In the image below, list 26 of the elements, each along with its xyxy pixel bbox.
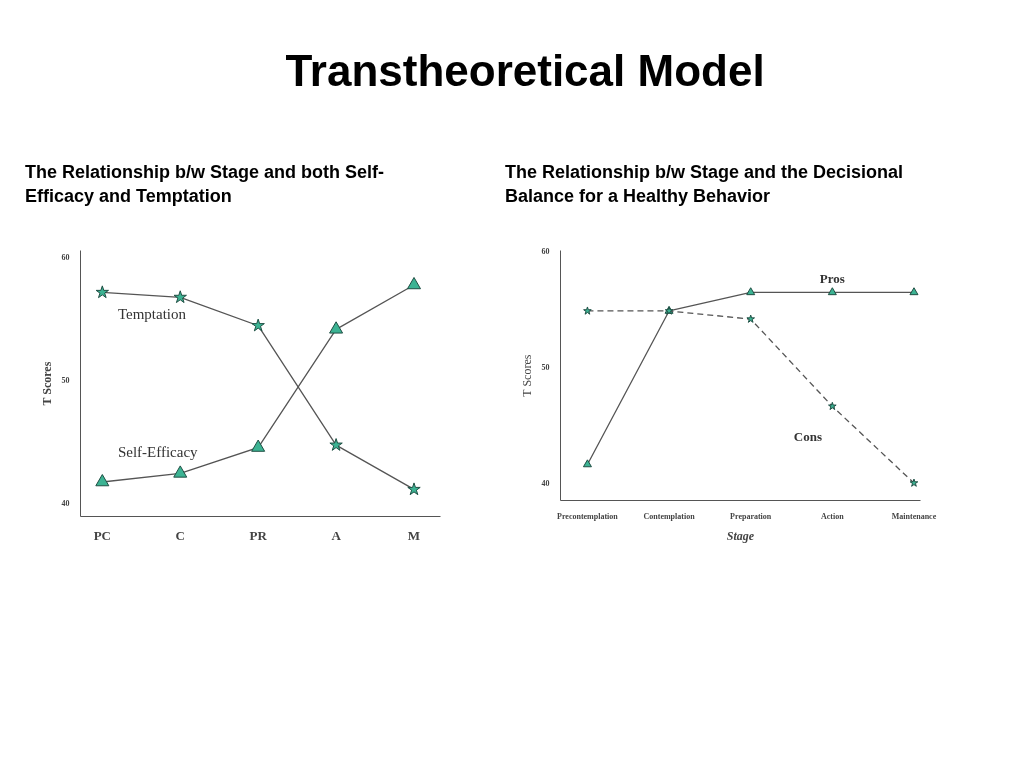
x-tick-label: M: [407, 527, 421, 543]
x-tick-label: Preparation: [730, 511, 772, 521]
chart-subtitle: The Relationship b/w Stage and both Self-Efficacy and Temptation: [25, 161, 385, 209]
x-tick-label: PC: [93, 527, 111, 543]
series-label: Cons: [793, 428, 822, 444]
y-tick-label: 50: [541, 362, 550, 372]
y-tick-label: 40: [541, 479, 550, 489]
y-tick-label: 60: [541, 246, 550, 256]
y-axis-title: T Scores: [39, 361, 54, 406]
chart-subtitle: The Relationship b/w Stage and the Decisional Balance for a Healthy Behavior: [505, 161, 905, 209]
y-axis-title: T Scores: [519, 354, 534, 397]
y-tick-label: 50: [61, 375, 70, 385]
series-label: Temptation: [117, 306, 187, 323]
x-tick-label: PR: [249, 527, 268, 543]
series-label: Self-Efficacy: [117, 444, 199, 461]
x-tick-label: A: [331, 527, 342, 543]
x-tick-label: C: [175, 527, 185, 543]
series-label: Pros: [819, 270, 845, 286]
x-tick-label: Precontemplation: [557, 511, 619, 521]
chart-title: Transtheoretical Model: [285, 45, 765, 97]
x-tick-label: Maintenance: [891, 511, 937, 521]
x-tick-label: Action: [821, 511, 845, 521]
x-tick-label: Contemplation: [643, 511, 696, 521]
x-axis-title: Stage: [726, 528, 755, 543]
y-tick-label: 60: [61, 252, 70, 262]
y-tick-label: 40: [61, 498, 70, 508]
